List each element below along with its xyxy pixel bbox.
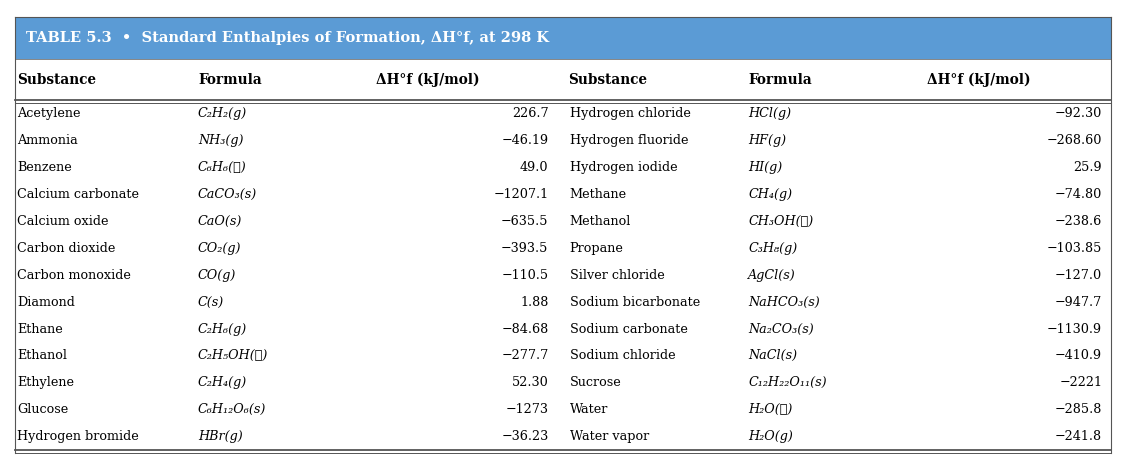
Text: CaO(s): CaO(s) bbox=[198, 215, 242, 228]
Text: Glucose: Glucose bbox=[17, 403, 69, 416]
Text: Substance: Substance bbox=[17, 73, 96, 87]
Text: Benzene: Benzene bbox=[17, 161, 72, 174]
Text: −84.68: −84.68 bbox=[501, 323, 548, 336]
Text: CH₄(g): CH₄(g) bbox=[749, 188, 793, 201]
Text: C₆H₆(ℓ): C₆H₆(ℓ) bbox=[198, 161, 247, 174]
Text: CaCO₃(s): CaCO₃(s) bbox=[198, 188, 257, 201]
Text: Acetylene: Acetylene bbox=[17, 107, 81, 120]
Text: Sodium chloride: Sodium chloride bbox=[570, 350, 676, 363]
FancyBboxPatch shape bbox=[15, 18, 1111, 59]
Text: Substance: Substance bbox=[569, 73, 647, 87]
Text: NaCl(s): NaCl(s) bbox=[749, 350, 797, 363]
Text: −103.85: −103.85 bbox=[1047, 242, 1102, 255]
Text: Na₂CO₃(s): Na₂CO₃(s) bbox=[749, 323, 814, 336]
Text: −36.23: −36.23 bbox=[501, 430, 548, 443]
Text: C₆H₁₂O₆(s): C₆H₁₂O₆(s) bbox=[198, 403, 267, 416]
Text: −410.9: −410.9 bbox=[1055, 350, 1102, 363]
Text: −92.30: −92.30 bbox=[1055, 107, 1102, 120]
Text: C(s): C(s) bbox=[198, 296, 224, 309]
Text: H₂O(ℓ): H₂O(ℓ) bbox=[749, 403, 793, 416]
Text: C₃H₈(g): C₃H₈(g) bbox=[749, 242, 797, 255]
Text: NH₃(g): NH₃(g) bbox=[198, 134, 243, 147]
Text: Calcium oxide: Calcium oxide bbox=[17, 215, 108, 228]
Text: Sodium carbonate: Sodium carbonate bbox=[570, 323, 688, 336]
Text: Hydrogen iodide: Hydrogen iodide bbox=[570, 161, 678, 174]
Text: Formula: Formula bbox=[198, 73, 261, 87]
Text: 226.7: 226.7 bbox=[512, 107, 548, 120]
Text: Formula: Formula bbox=[749, 73, 812, 87]
Text: −393.5: −393.5 bbox=[501, 242, 548, 255]
Text: 1.88: 1.88 bbox=[520, 296, 548, 309]
Text: −947.7: −947.7 bbox=[1055, 296, 1102, 309]
Text: Sodium bicarbonate: Sodium bicarbonate bbox=[570, 296, 700, 309]
Text: Sucrose: Sucrose bbox=[570, 376, 622, 389]
Text: −1130.9: −1130.9 bbox=[1047, 323, 1102, 336]
Text: −1273: −1273 bbox=[506, 403, 548, 416]
Text: 49.0: 49.0 bbox=[520, 161, 548, 174]
Text: −74.80: −74.80 bbox=[1055, 188, 1102, 201]
Text: Ammonia: Ammonia bbox=[17, 134, 78, 147]
Text: Ethanol: Ethanol bbox=[17, 350, 68, 363]
Text: Carbon monoxide: Carbon monoxide bbox=[17, 269, 131, 282]
Text: ΔH°f (kJ/mol): ΔH°f (kJ/mol) bbox=[376, 72, 480, 87]
Text: Water: Water bbox=[570, 403, 608, 416]
Text: C₂H₆(g): C₂H₆(g) bbox=[198, 323, 248, 336]
Text: −241.8: −241.8 bbox=[1055, 430, 1102, 443]
Text: CO₂(g): CO₂(g) bbox=[198, 242, 241, 255]
Text: HF(g): HF(g) bbox=[749, 134, 786, 147]
Text: Hydrogen bromide: Hydrogen bromide bbox=[17, 430, 138, 443]
Text: −277.7: −277.7 bbox=[501, 350, 548, 363]
Text: ΔH°f (kJ/mol): ΔH°f (kJ/mol) bbox=[927, 72, 1030, 87]
Text: Silver chloride: Silver chloride bbox=[570, 269, 664, 282]
Text: NaHCO₃(s): NaHCO₃(s) bbox=[749, 296, 820, 309]
Text: −238.6: −238.6 bbox=[1055, 215, 1102, 228]
Text: Propane: Propane bbox=[570, 242, 624, 255]
Text: H₂O(g): H₂O(g) bbox=[749, 430, 793, 443]
Text: Ethane: Ethane bbox=[17, 323, 63, 336]
Text: −110.5: −110.5 bbox=[501, 269, 548, 282]
Text: CH₃OH(ℓ): CH₃OH(ℓ) bbox=[749, 215, 814, 228]
Text: C₁₂H₂₂O₁₁(s): C₁₂H₂₂O₁₁(s) bbox=[749, 376, 826, 389]
Text: Methane: Methane bbox=[570, 188, 627, 201]
Text: CO(g): CO(g) bbox=[198, 269, 236, 282]
Text: −2221: −2221 bbox=[1060, 376, 1102, 389]
Text: HI(g): HI(g) bbox=[749, 161, 783, 174]
Text: −268.60: −268.60 bbox=[1047, 134, 1102, 147]
Text: HCl(g): HCl(g) bbox=[749, 107, 792, 120]
Text: Ethylene: Ethylene bbox=[17, 376, 74, 389]
Text: Carbon dioxide: Carbon dioxide bbox=[17, 242, 116, 255]
Text: Water vapor: Water vapor bbox=[570, 430, 649, 443]
Text: 25.9: 25.9 bbox=[1073, 161, 1102, 174]
Text: AgCl(s): AgCl(s) bbox=[749, 269, 796, 282]
Text: Hydrogen chloride: Hydrogen chloride bbox=[570, 107, 690, 120]
Text: 52.30: 52.30 bbox=[511, 376, 548, 389]
Text: −46.19: −46.19 bbox=[501, 134, 548, 147]
Text: Methanol: Methanol bbox=[570, 215, 631, 228]
Text: Hydrogen fluoride: Hydrogen fluoride bbox=[570, 134, 688, 147]
Text: Diamond: Diamond bbox=[17, 296, 75, 309]
Text: C₂H₂(g): C₂H₂(g) bbox=[198, 107, 248, 120]
Text: Calcium carbonate: Calcium carbonate bbox=[17, 188, 140, 201]
Text: C₂H₅OH(ℓ): C₂H₅OH(ℓ) bbox=[198, 350, 268, 363]
Text: −127.0: −127.0 bbox=[1055, 269, 1102, 282]
Text: TABLE 5.3  •  Standard Enthalpies of Formation, ΔH°f, at 298 K: TABLE 5.3 • Standard Enthalpies of Forma… bbox=[26, 31, 549, 45]
Text: −635.5: −635.5 bbox=[501, 215, 548, 228]
Text: −285.8: −285.8 bbox=[1055, 403, 1102, 416]
Text: C₂H₄(g): C₂H₄(g) bbox=[198, 376, 248, 389]
Text: −1207.1: −1207.1 bbox=[493, 188, 548, 201]
Text: HBr(g): HBr(g) bbox=[198, 430, 243, 443]
